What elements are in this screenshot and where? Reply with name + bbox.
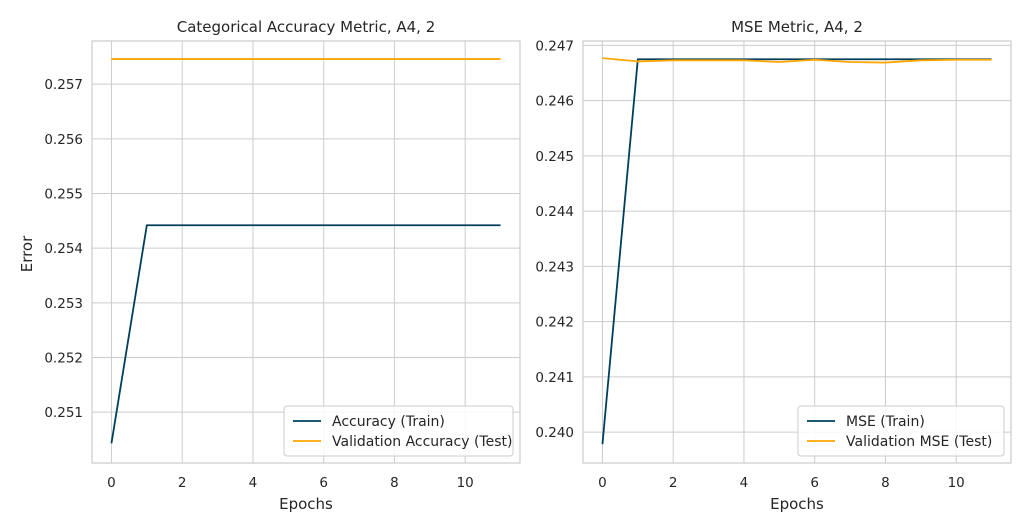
accuracy-y-tick-label: 0.252 [44,351,83,367]
accuracy-y-tick-label: 0.255 [44,187,83,203]
accuracy-y-tick-label: 0.257 [44,77,83,93]
mse-validation-series-line [602,57,992,64]
accuracy-x-tick-label: 6 [319,475,328,491]
accuracy-x-tick-label: 0 [107,475,116,491]
mse-panel: MSE Metric, A4, 2 Epochs 0 2 4 6 8 10 0.240 0.2… [535,18,1012,513]
accuracy-y-axis-label: Error [18,235,36,272]
mse-y-tick-label: 0.244 [535,204,574,220]
mse-y-tick-label: 0.242 [535,315,574,331]
accuracy-x-tick-label: 2 [178,475,187,491]
mse-y-tick-label: 0.240 [535,425,574,441]
accuracy-y-tick-label: 0.251 [44,405,83,421]
accuracy-y-tick-label: 0.253 [44,296,83,312]
accuracy-legend-train-label: Accuracy (Train) [332,414,445,430]
accuracy-x-tick-label: 4 [249,475,258,491]
mse-plot-area: 0 2 4 6 8 10 0.240 0.241 0.242 0.243 0.244 0.245 0.2… [535,38,1012,491]
mse-x-tick-label: 6 [810,475,819,491]
mse-y-tick-label: 0.245 [535,149,574,165]
accuracy-y-tick-label: 0.256 [44,132,83,148]
mse-legend-validation-label: Validation MSE (Test) [846,434,992,450]
accuracy-legend-box [283,405,514,457]
accuracy-x-axis-label: Epochs [279,495,333,513]
accuracy-x-tick-label: 8 [390,475,399,491]
mse-legend-train-label: MSE (Train) [846,414,925,430]
mse-axes-frame [582,40,1012,464]
mse-y-tick-label: 0.246 [535,94,574,110]
mse-y-tick-label: 0.243 [535,259,574,275]
accuracy-axes-frame [91,40,521,464]
mse-x-tick-label: 0 [598,475,607,491]
accuracy-legend-validation-label: Validation Accuracy (Test) [332,434,512,450]
mse-x-axis-label: Epochs [770,495,824,513]
mse-x-tick-label: 4 [740,475,749,491]
mse-x-tick-label: 2 [669,475,678,491]
mse-legend-box [797,405,1005,457]
accuracy-train-series-line [110,224,501,444]
mse-chart-title: MSE Metric, A4, 2 [731,18,863,36]
mse-x-tick-label: 8 [881,475,890,491]
accuracy-plot-area: 0 2 4 6 8 10 0.251 0.252 0.253 0.254 0.255 0.256 0.2… [44,40,521,491]
accuracy-panel: Categorical Accuracy Metric, A4, 2 Epoch… [18,18,521,513]
accuracy-x-tick-label: 10 [457,475,474,491]
mse-y-tick-label: 0.247 [535,38,574,54]
accuracy-y-tick-label: 0.254 [44,241,83,257]
accuracy-chart-title: Categorical Accuracy Metric, A4, 2 [177,18,436,36]
mse-x-tick-label: 10 [948,475,965,491]
mse-y-tick-label: 0.241 [535,370,574,386]
mse-train-series-line [601,58,992,445]
